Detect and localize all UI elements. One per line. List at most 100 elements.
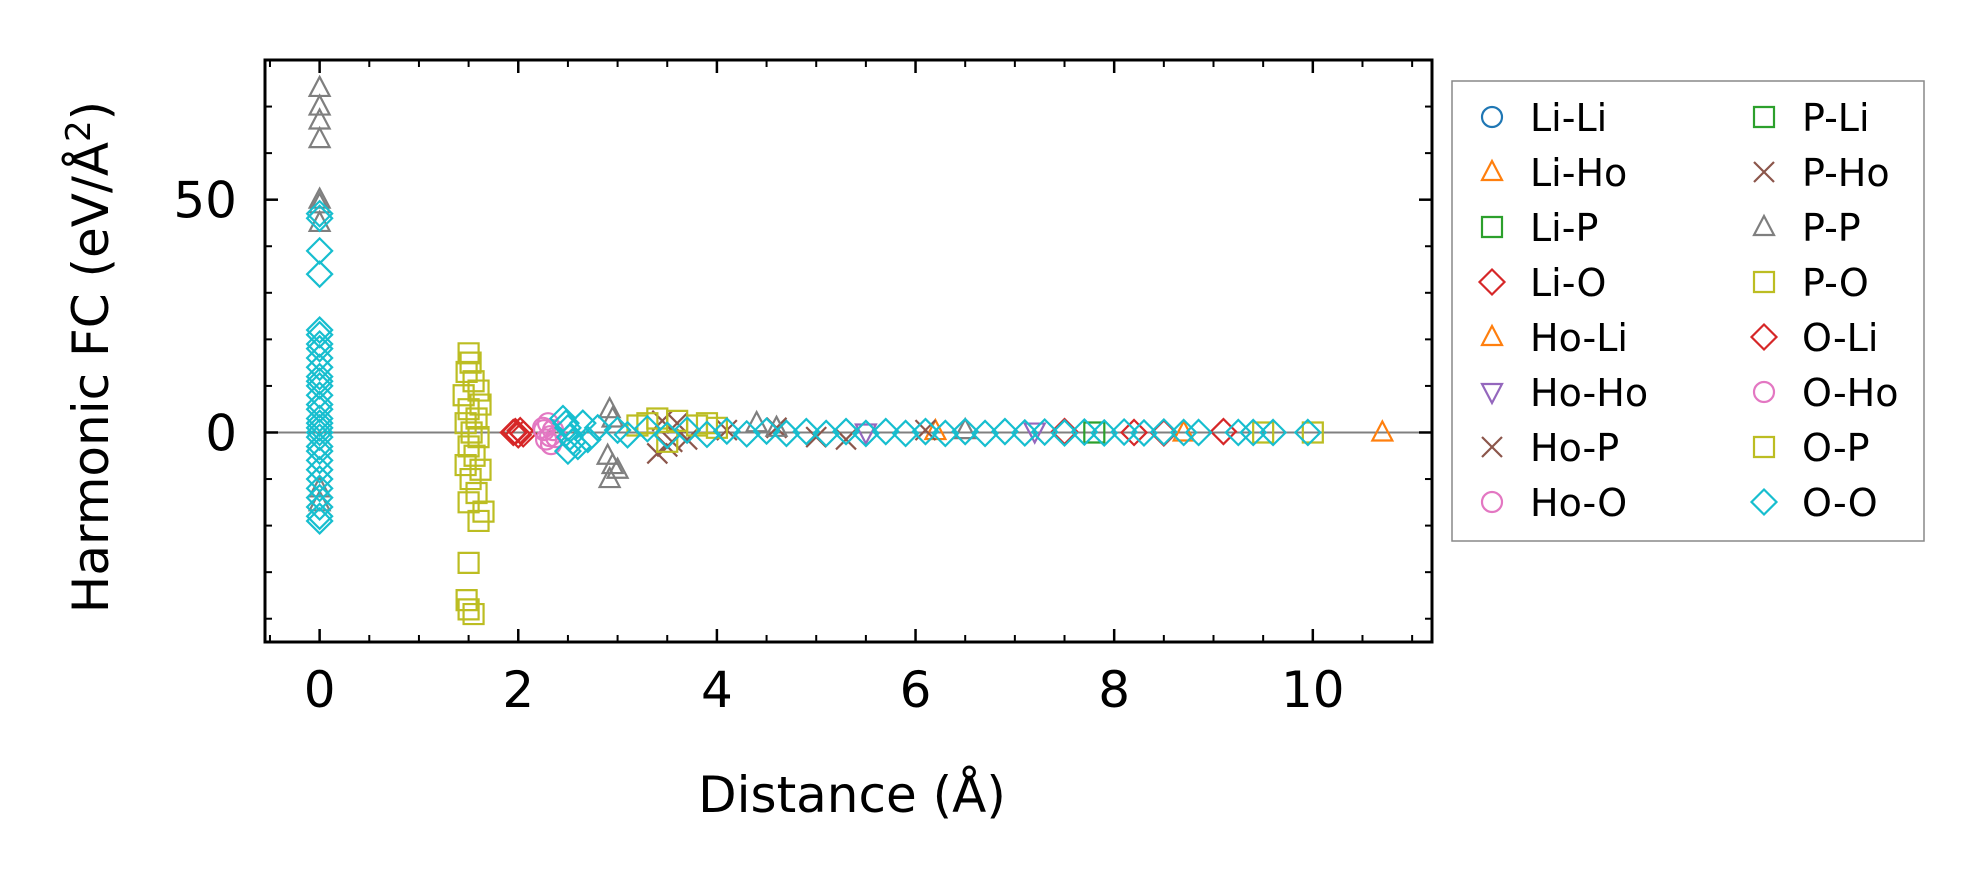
data-point-p-p xyxy=(307,93,332,116)
data-point-p-o xyxy=(459,467,482,491)
legend-marker-li-o xyxy=(1477,267,1507,297)
data-point-o-o xyxy=(305,423,334,452)
data-point-p-o xyxy=(472,500,495,523)
data-point-o-o xyxy=(673,416,702,445)
data-point-p-p xyxy=(307,74,332,98)
data-point-o-o xyxy=(831,417,861,446)
data-point-p-p xyxy=(307,107,332,130)
data-point-p-o xyxy=(452,384,475,407)
data-point-o-o xyxy=(305,446,334,475)
legend-marker-o-li xyxy=(1749,322,1779,352)
data-point-p-p xyxy=(597,395,622,419)
data-point-p-o xyxy=(459,351,482,374)
legend-marker-p-o xyxy=(1752,270,1776,294)
data-point-o-o xyxy=(1259,418,1288,447)
data-point-o-o xyxy=(951,417,980,446)
legend-marker-o-p xyxy=(1752,435,1776,459)
data-point-o-o xyxy=(305,418,334,447)
data-point-o-o xyxy=(305,409,334,438)
data-point-o-o xyxy=(871,417,900,446)
x-tick-label: 2 xyxy=(502,661,534,719)
data-point-o-o xyxy=(1030,417,1059,447)
data-point-o-o xyxy=(553,413,582,442)
legend-label-li-p: Li-P xyxy=(1530,206,1598,250)
x-tick-label: 6 xyxy=(900,661,932,719)
legend-label-li-ho: Li-Ho xyxy=(1530,151,1627,195)
data-point-o-o xyxy=(1110,417,1139,447)
data-point-o-o xyxy=(305,362,334,391)
data-point-p-o xyxy=(656,430,679,453)
data-point-o-o xyxy=(553,437,582,466)
y-axis-label-superscript: 2 xyxy=(59,120,99,142)
data-point-o-o xyxy=(305,367,334,396)
data-point-o-li xyxy=(509,419,538,448)
data-point-li-o xyxy=(1119,418,1149,447)
legend-marker-p-li xyxy=(1752,105,1776,129)
data-point-o-o xyxy=(1090,418,1119,448)
data-point-p-o xyxy=(465,481,488,505)
data-point-o-o xyxy=(305,334,334,363)
x-tick-label: 0 xyxy=(304,661,336,719)
legend-label-o-ho: O-Ho xyxy=(1802,371,1899,415)
data-point-p-li xyxy=(1083,421,1106,444)
data-point-p-o xyxy=(467,509,490,533)
legend-label-li-li: Li-Li xyxy=(1530,96,1607,140)
data-point-p-o xyxy=(455,360,478,384)
data-point-o-o xyxy=(1070,417,1099,447)
data-point-o-o xyxy=(573,425,602,454)
legend-label-ho-ho: Ho-Ho xyxy=(1530,371,1648,415)
data-point-o-o xyxy=(990,417,1019,446)
plot-frame xyxy=(263,58,1434,644)
data-point-p-p xyxy=(307,125,332,149)
legend-label-p-p: P-P xyxy=(1802,206,1861,250)
legend-marker-li-ho xyxy=(1480,158,1504,182)
data-point-o-o xyxy=(633,414,662,443)
data-point-p-o xyxy=(705,416,729,439)
x-tick-label: 8 xyxy=(1098,661,1130,719)
data-point-o-o xyxy=(563,432,592,461)
data-point-p-p xyxy=(307,186,332,209)
data-point-li-ho xyxy=(1370,419,1395,442)
data-point-o-o xyxy=(305,506,334,535)
data-point-p-o xyxy=(454,412,477,435)
data-point-o-o xyxy=(305,474,334,503)
data-point-o-o xyxy=(1239,418,1268,447)
legend-marker-li-li xyxy=(1480,105,1504,129)
x-tick-label: 4 xyxy=(701,661,733,719)
legend-label-ho-o: Ho-O xyxy=(1530,481,1627,525)
data-point-p-p xyxy=(953,416,978,440)
legend: Li-Li Li-Ho Li-P Li-O Ho-Li Ho-Ho Ho-P Ho-O P-Li… xyxy=(1451,80,1925,542)
data-point-ho-ho xyxy=(1022,422,1047,445)
data-point-ho-p xyxy=(646,442,669,465)
legend-label-o-p: O-P xyxy=(1802,426,1870,470)
data-point-o-o xyxy=(305,343,334,373)
data-point-o-o xyxy=(305,455,334,484)
x-axis-label: Distance (Å) xyxy=(698,766,1006,824)
data-point-p-o xyxy=(457,435,480,458)
legend-label-p-li: P-Li xyxy=(1802,96,1870,140)
axes: 0 2 4 6 8 10 0 50 xyxy=(173,58,1434,719)
data-point-p-o xyxy=(457,342,480,365)
data-point-o-li xyxy=(501,417,530,446)
y-axis-label-close: ) xyxy=(62,101,120,121)
legend-label-o-o: O-O xyxy=(1802,481,1878,525)
data-point-o-o xyxy=(1184,418,1213,447)
y-axis-label-main: Harmonic FC (eV/Å xyxy=(62,142,120,613)
data-point-o-o xyxy=(1050,418,1079,448)
data-point-o-o xyxy=(305,390,334,419)
legend-label-o-li: O-Li xyxy=(1802,316,1878,360)
data-point-p-o xyxy=(1301,421,1324,444)
data-point-p-o xyxy=(454,453,477,477)
data-point-o-o xyxy=(305,315,334,345)
data-point-o-o xyxy=(1293,418,1322,447)
data-point-o-o xyxy=(305,381,334,410)
data-point-o-o xyxy=(911,417,940,446)
data-point-p-o xyxy=(467,426,490,449)
data-point-o-o xyxy=(305,371,334,400)
data-point-p-p xyxy=(595,442,620,465)
data-point-ho-ho xyxy=(854,423,878,446)
y-tick-label: 50 xyxy=(173,172,237,230)
data-point-o-o xyxy=(305,236,334,265)
legend-marker-o-ho xyxy=(1752,380,1776,404)
